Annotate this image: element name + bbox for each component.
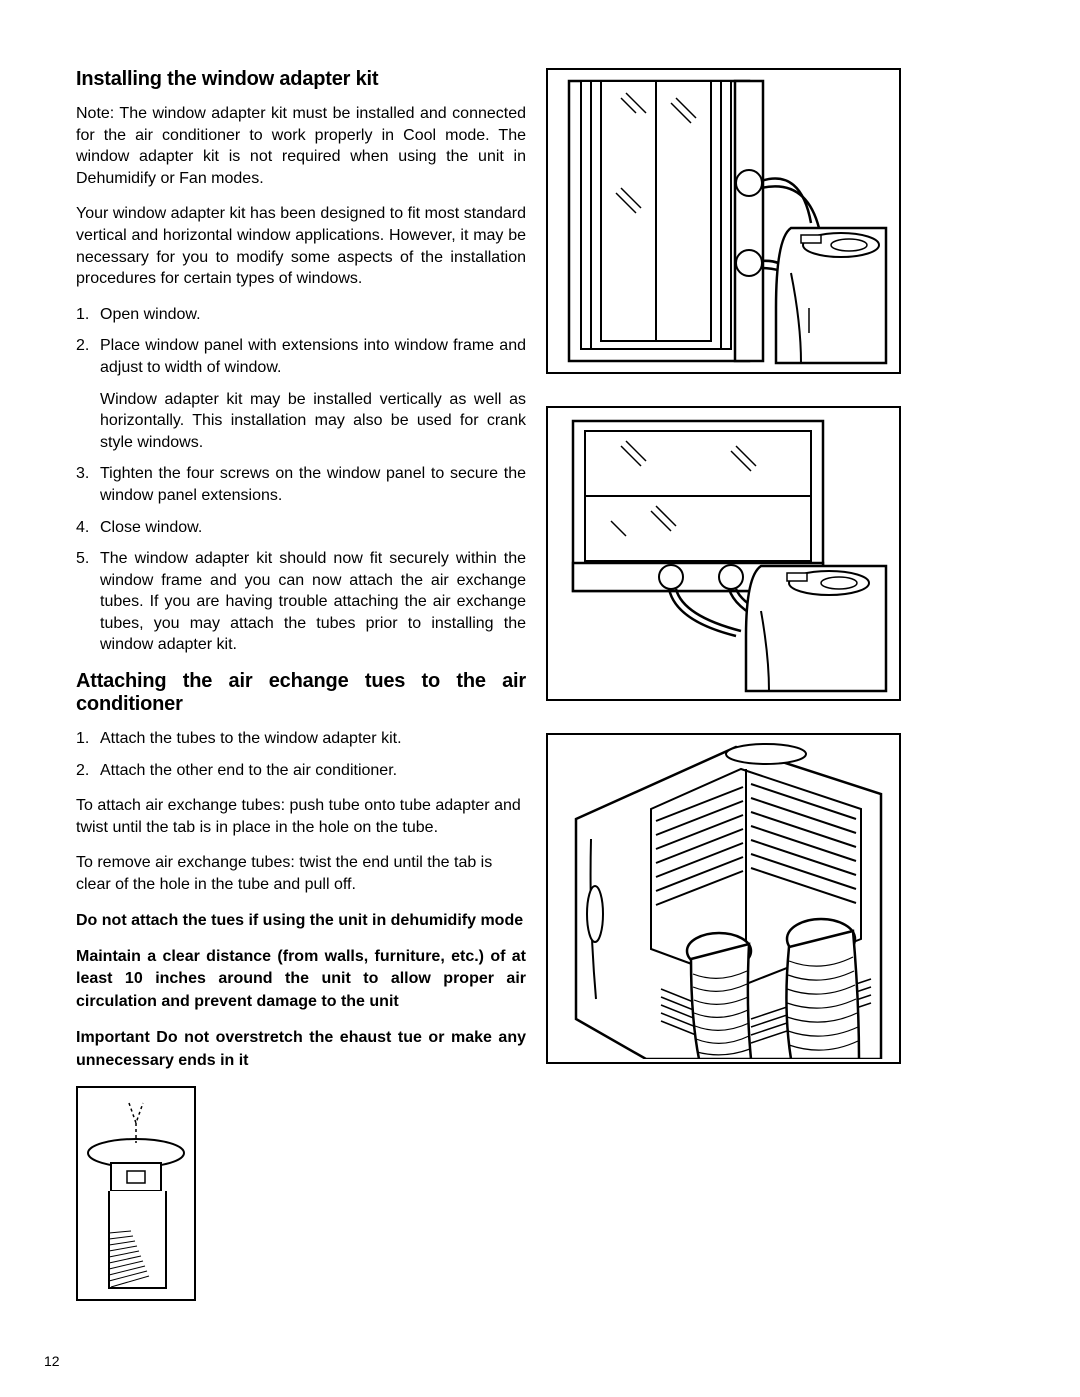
page-number: 12: [44, 1353, 60, 1369]
section2-steps: Attach the tubes to the window adapter k…: [76, 728, 526, 781]
warn-clearance: Maintain a clear distance (from walls, f…: [76, 946, 526, 1013]
section1-heading: Installing the window adapter kit: [76, 68, 526, 91]
section1-steps: Open window. Place window panel with ext…: [76, 304, 526, 656]
attach-note: To attach air exchange tubes: push tube …: [76, 795, 526, 838]
step-2-sub: Window adapter kit may be installed vert…: [100, 389, 526, 454]
step-3: Tighten the four screws on the window pa…: [76, 463, 526, 506]
s2-step-1: Attach the tubes to the window adapter k…: [76, 728, 526, 750]
step-1: Open window.: [76, 304, 526, 326]
remove-note: To remove air exchange tubes: twist the …: [76, 852, 526, 895]
s2-step-2: Attach the other end to the air conditio…: [76, 760, 526, 782]
step-5: The window adapter kit should now fit se…: [76, 548, 526, 656]
figure-tubes-to-unit: [546, 733, 901, 1064]
section1-intro: Your window adapter kit has been designe…: [76, 203, 526, 289]
figure-horizontal-window: [546, 406, 901, 701]
section1-note: Note: The window adapter kit must be ins…: [76, 103, 526, 189]
warn-dehumidify: Do not attach the tues if using the unit…: [76, 910, 526, 932]
figure-twist-adapter: [76, 1086, 196, 1301]
figure-vertical-window: [546, 68, 901, 374]
warn-clearance-reg: Maintain a clear distance (from walls, f…: [76, 948, 484, 965]
step-4: Close window.: [76, 517, 526, 539]
section2-heading: Attaching the air echange tues to the ai…: [76, 670, 526, 716]
step-2: Place window panel with extensions into …: [76, 335, 526, 453]
warn-overstretch: Important Do not overstretch the ehaust …: [76, 1027, 526, 1072]
step-2-text: Place window panel with extensions into …: [100, 337, 526, 376]
